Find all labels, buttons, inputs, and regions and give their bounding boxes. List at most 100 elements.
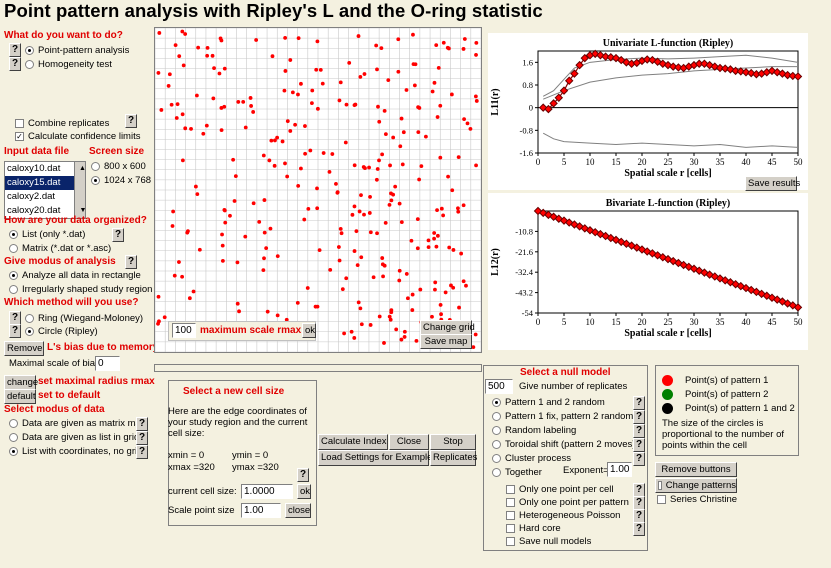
default-rmax-button[interactable]: default <box>4 389 36 404</box>
radio-icon[interactable] <box>9 433 18 442</box>
help-button[interactable]: ? <box>136 445 148 459</box>
help-button[interactable]: ? <box>9 43 21 57</box>
checkbox-icon[interactable] <box>506 485 515 494</box>
radio-icon[interactable] <box>25 313 34 323</box>
null-option-6[interactable]: Together <box>492 467 542 478</box>
save-results-button[interactable]: Save results <box>745 176 800 191</box>
null-option-2[interactable]: Pattern 1 fix, pattern 2 random <box>492 411 633 422</box>
option-point-pattern[interactable]: ? Point-pattern analysis <box>9 43 129 57</box>
option-matrix-map[interactable]: Data are given as matrix map <box>9 418 146 429</box>
help-button[interactable]: ? <box>633 396 645 410</box>
help-button[interactable]: ? <box>633 424 645 438</box>
change-patterns-checkbox[interactable]: Change patterns <box>655 478 737 493</box>
option-list-coords[interactable]: List with coordinates, no grid <box>9 446 142 457</box>
help-button[interactable]: ? <box>125 255 137 269</box>
option-circle[interactable]: ? Circle (Ripley) <box>9 324 98 338</box>
null-check-2[interactable]: Only one point per pattern <box>506 497 629 508</box>
radio-icon[interactable] <box>9 447 18 456</box>
null-option-1[interactable]: Pattern 1 and 2 random <box>492 397 605 408</box>
help-button[interactable]: ? <box>633 483 645 497</box>
help-button[interactable]: ? <box>633 509 645 523</box>
radio-icon[interactable] <box>9 271 18 280</box>
radio-icon[interactable] <box>25 45 34 55</box>
help-button[interactable]: ? <box>633 496 645 510</box>
load-settings-button[interactable]: Load Settings for Example <box>318 450 432 466</box>
scale-point-size-input[interactable]: 1.00 <box>241 503 281 518</box>
list-item[interactable]: caloxy20.dat <box>7 205 61 216</box>
radio-icon[interactable] <box>9 285 18 294</box>
help-button[interactable]: ? <box>633 438 645 452</box>
change-grid-button[interactable]: Change grid <box>420 320 475 335</box>
radio-icon[interactable] <box>492 440 501 449</box>
change-rmax-button[interactable]: change <box>4 375 38 390</box>
help-button[interactable]: ? <box>136 431 148 445</box>
rmax-ok-button[interactable]: ok <box>302 323 316 338</box>
checkbox-icon[interactable] <box>506 511 515 520</box>
help-button[interactable]: ? <box>633 522 645 536</box>
option-ring[interactable]: ? Ring (Wiegand-Moloney) <box>9 311 143 325</box>
screen-option-800[interactable]: 800 x 600 <box>91 161 146 172</box>
radio-icon[interactable] <box>9 230 18 239</box>
list-item[interactable]: caloxy15.dat <box>5 176 85 190</box>
cell-size-ok-button[interactable]: ok <box>297 484 311 499</box>
help-button[interactable]: ? <box>633 410 645 424</box>
file-listbox[interactable]: caloxy10.dat caloxy15.dat caloxy2.dat ca… <box>4 161 86 219</box>
series-christine-checkbox[interactable]: Series Christine <box>657 494 737 505</box>
radio-icon[interactable] <box>91 176 100 185</box>
combine-replicates-checkbox[interactable]: Combine replicates <box>15 118 109 129</box>
null-check-4[interactable]: Hard core <box>506 523 561 534</box>
radio-icon[interactable] <box>9 244 18 253</box>
null-check-3[interactable]: Heterogeneous Poisson <box>506 510 620 521</box>
null-check-1[interactable]: Only one point per cell <box>506 484 614 495</box>
stop-button[interactable]: Stop <box>430 434 476 450</box>
radio-icon[interactable] <box>492 412 501 421</box>
rmax-input[interactable]: 100 <box>172 323 196 338</box>
list-item[interactable]: caloxy10.dat <box>7 163 61 174</box>
radio-icon[interactable] <box>91 162 100 171</box>
replicates-button[interactable]: Replicates <box>430 450 477 466</box>
option-list-grid[interactable]: Data are given as list in grid <box>9 432 139 443</box>
checkbox-icon[interactable] <box>15 119 24 128</box>
option-analyze-all[interactable]: Analyze all data in rectangle <box>9 270 141 281</box>
replicates-input[interactable]: 500 <box>485 379 513 394</box>
help-button[interactable]: ? <box>633 452 645 466</box>
checkbox-icon[interactable]: ✓ <box>15 132 24 141</box>
list-item[interactable]: caloxy2.dat <box>7 191 56 202</box>
checkbox-icon[interactable] <box>506 498 515 507</box>
checkbox-icon[interactable] <box>657 495 666 504</box>
max-scale-bias-input[interactable]: 0 <box>95 356 120 371</box>
save-map-button[interactable]: Save map <box>420 334 472 349</box>
option-list[interactable]: List (only *.dat) <box>9 229 85 240</box>
confidence-checkbox[interactable]: ✓ Calculate confidence limits <box>15 131 141 142</box>
help-button[interactable]: ? <box>136 417 148 431</box>
null-option-5[interactable]: Cluster process <box>492 453 571 464</box>
radio-icon[interactable] <box>25 59 34 69</box>
help-button[interactable]: ? <box>9 324 21 338</box>
null-option-4[interactable]: Toroidal shift (pattern 2 moves) <box>492 439 635 450</box>
exponent-input[interactable]: 1.00 <box>607 462 632 477</box>
scrollbar[interactable]: ▲ ▼ <box>74 162 87 218</box>
checkbox-icon[interactable] <box>506 537 515 546</box>
help-button[interactable]: ? <box>125 114 137 128</box>
remove-bias-button[interactable]: Remove <box>4 341 44 356</box>
radio-icon[interactable] <box>9 419 18 428</box>
radio-icon[interactable] <box>25 326 34 336</box>
help-button[interactable]: ? <box>9 57 21 71</box>
help-button[interactable]: ? <box>9 311 21 325</box>
help-button[interactable]: ? <box>112 228 124 242</box>
current-cell-size-input[interactable]: 1.0000 <box>241 484 293 499</box>
scroll-down-icon[interactable]: ▼ <box>79 207 87 214</box>
radio-icon[interactable] <box>492 426 501 435</box>
radio-icon[interactable] <box>492 468 501 477</box>
null-option-3[interactable]: Random labeling <box>492 425 576 436</box>
scroll-up-icon[interactable]: ▲ <box>79 165 86 172</box>
option-homogeneity[interactable]: ? Homogeneity test <box>9 57 112 71</box>
checkbox-icon[interactable] <box>506 524 515 533</box>
help-button[interactable]: ? <box>297 468 309 482</box>
point-map[interactable] <box>154 27 482 353</box>
calculate-index-button[interactable]: Calculate Index <box>318 434 388 450</box>
null-check-5[interactable]: Save null models <box>506 536 591 547</box>
option-irregular[interactable]: Irregularly shaped study region <box>9 284 152 295</box>
radio-icon[interactable] <box>492 398 501 407</box>
radio-icon[interactable] <box>492 454 501 463</box>
